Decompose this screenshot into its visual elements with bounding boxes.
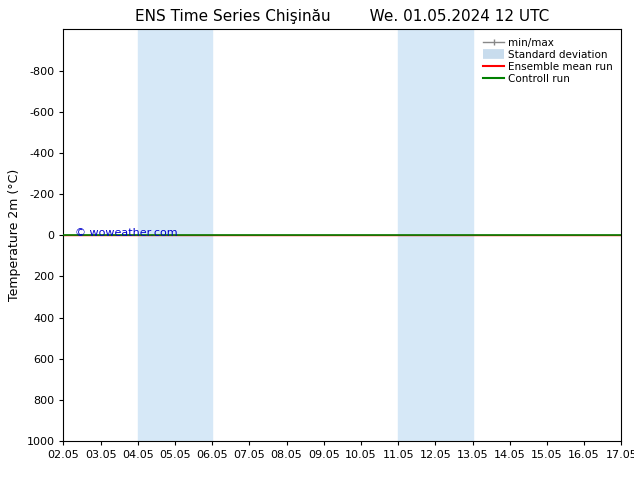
Legend: min/max, Standard deviation, Ensemble mean run, Controll run: min/max, Standard deviation, Ensemble me… [480, 35, 616, 87]
Text: © woweather.com: © woweather.com [75, 228, 177, 238]
Title: ENS Time Series Chişinău        We. 01.05.2024 12 UTC: ENS Time Series Chişinău We. 01.05.2024 … [135, 9, 550, 24]
Bar [138, 29, 212, 441]
Y-axis label: Temperature 2m (°C): Temperature 2m (°C) [8, 169, 21, 301]
Bar [398, 29, 472, 441]
